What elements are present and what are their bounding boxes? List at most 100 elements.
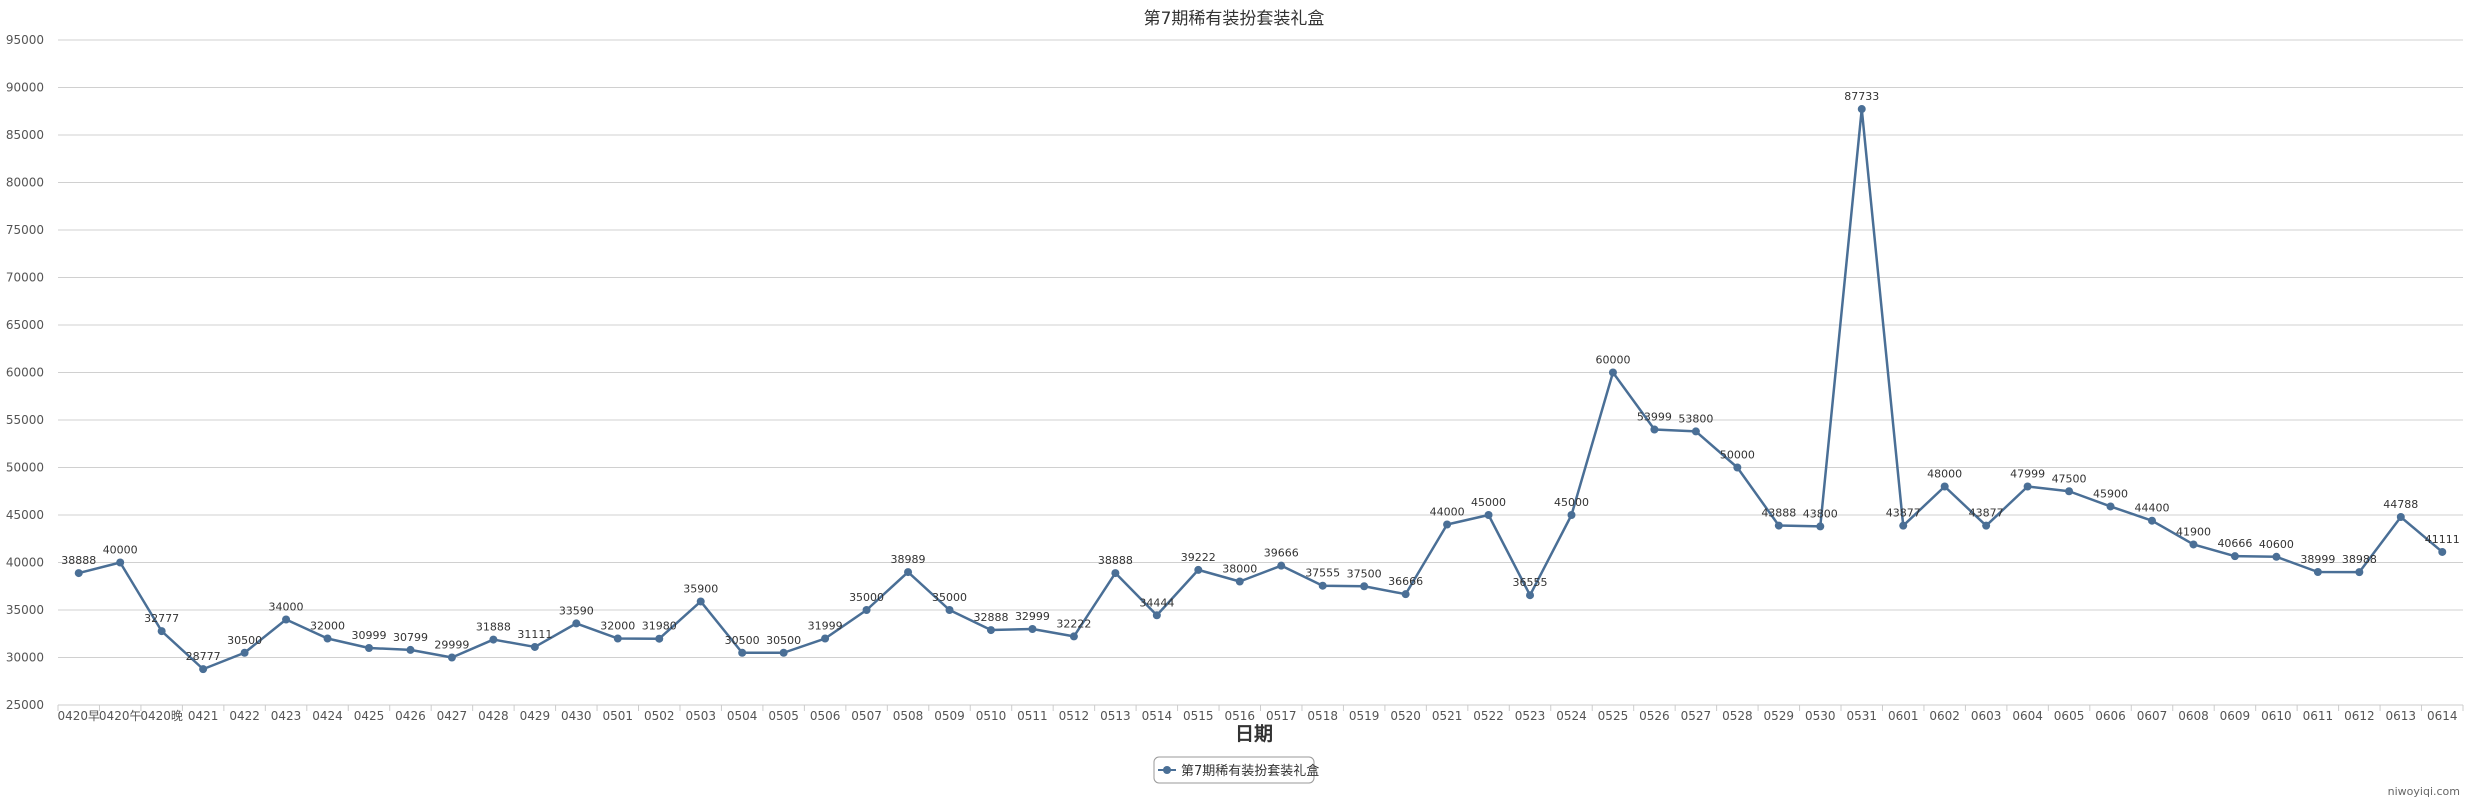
data-point[interactable] [116, 558, 125, 567]
data-point[interactable] [1899, 521, 1908, 530]
data-point[interactable] [1816, 522, 1825, 531]
data-point[interactable] [613, 634, 622, 643]
data-label: 28777 [186, 650, 221, 663]
data-label: 32777 [144, 612, 179, 625]
data-label: 31888 [476, 621, 511, 634]
data-label: 32222 [1056, 617, 1091, 630]
data-point[interactable] [1940, 482, 1949, 491]
data-label: 39666 [1264, 547, 1299, 560]
x-tick-label: 0607 [2137, 709, 2168, 723]
data-point[interactable] [862, 606, 871, 614]
data-label: 40600 [2259, 538, 2294, 551]
data-point[interactable] [2230, 552, 2239, 561]
data-point[interactable] [1691, 427, 1700, 436]
y-tick-label: 25000 [6, 698, 44, 712]
y-tick-label: 85000 [6, 128, 44, 142]
data-point[interactable] [821, 634, 830, 643]
data-point[interactable] [2438, 547, 2447, 556]
x-tick-label: 0519 [1349, 709, 1380, 723]
data-point[interactable] [157, 627, 166, 636]
data-point[interactable] [2272, 552, 2281, 561]
data-point[interactable] [1982, 521, 1991, 530]
data-label: 44788 [2383, 498, 2418, 511]
data-point[interactable] [530, 642, 539, 651]
x-tick-label: 0510 [976, 709, 1007, 723]
data-point[interactable] [447, 653, 456, 662]
x-tick-label: 0507 [851, 709, 882, 723]
x-tick-label: 0523 [1515, 709, 1546, 723]
data-point[interactable] [1608, 368, 1617, 377]
data-point[interactable] [1650, 425, 1659, 434]
data-label: 35000 [849, 591, 884, 604]
legend[interactable]: 第7期稀有装扮套装礼盒 [1153, 756, 1319, 784]
data-point[interactable] [2396, 513, 2405, 522]
data-point[interactable] [1235, 577, 1244, 586]
x-tick-label: 0614 [2427, 709, 2458, 723]
data-label: 31999 [808, 620, 843, 633]
data-point[interactable] [1526, 591, 1535, 600]
data-point[interactable] [945, 606, 954, 614]
data-point[interactable] [2106, 502, 2115, 511]
data-label: 30500 [725, 634, 760, 647]
credit-text[interactable]: niwoyiqi.com [2388, 785, 2460, 798]
data-label: 30799 [393, 631, 428, 644]
data-point[interactable] [738, 648, 747, 657]
data-point[interactable] [1028, 625, 1037, 634]
data-label: 34000 [269, 601, 304, 614]
x-tick-label: 0430 [561, 709, 592, 723]
data-point[interactable] [1111, 569, 1120, 578]
x-tick-label: 0516 [1224, 709, 1255, 723]
data-label: 40000 [103, 544, 138, 557]
data-point[interactable] [323, 634, 332, 643]
data-point[interactable] [1152, 611, 1161, 620]
data-point[interactable] [364, 644, 373, 653]
data-point[interactable] [655, 634, 664, 643]
grid-lines [58, 39, 2463, 706]
data-point[interactable] [2189, 540, 2198, 549]
data-point[interactable] [2148, 516, 2157, 525]
data-point[interactable] [2355, 568, 2364, 577]
data-point[interactable] [1277, 561, 1286, 570]
y-axis: 25000 30000 35000 40000 45000 50000 55000 60000… [6, 33, 44, 712]
data-point[interactable] [1401, 590, 1410, 599]
y-tick-label: 50000 [6, 461, 44, 475]
data-point[interactable] [199, 665, 208, 674]
data-point[interactable] [2023, 482, 2032, 491]
data-point[interactable] [2065, 487, 2074, 496]
data-point[interactable] [1360, 582, 1369, 591]
data-point[interactable] [74, 569, 83, 578]
data-point[interactable] [406, 645, 415, 654]
data-point[interactable] [1069, 632, 1078, 641]
y-tick-label: 60000 [6, 366, 44, 380]
data-point[interactable] [2313, 568, 2322, 577]
data-point[interactable] [986, 626, 995, 635]
data-point[interactable] [572, 619, 581, 628]
x-tick-label: 0608 [2178, 709, 2209, 723]
data-point[interactable] [1443, 520, 1452, 529]
legend-marker [1163, 766, 1171, 774]
data-point[interactable] [904, 568, 913, 577]
data-point[interactable] [489, 635, 498, 644]
data-point[interactable] [282, 615, 291, 624]
data-point[interactable] [1194, 565, 1203, 574]
data-point[interactable] [696, 597, 705, 606]
data-label: 38988 [2342, 553, 2377, 566]
data-label: 45900 [2093, 487, 2128, 500]
y-tick-label: 40000 [6, 556, 44, 570]
data-label: 43877 [1969, 507, 2004, 520]
data-point[interactable] [240, 648, 249, 657]
data-point[interactable] [1318, 581, 1327, 590]
x-tick-label: 0601 [1888, 709, 1919, 723]
x-tick-label: 0502 [644, 709, 675, 723]
x-tick-label: 0515 [1183, 709, 1214, 723]
data-point[interactable] [1857, 105, 1866, 114]
data-point[interactable] [1567, 511, 1576, 519]
data-label: 32999 [1015, 610, 1050, 623]
data-point[interactable] [779, 648, 788, 657]
data-label: 38989 [891, 553, 926, 566]
data-point[interactable] [1733, 463, 1742, 472]
data-point[interactable] [1774, 521, 1783, 530]
y-tick-label: 75000 [6, 223, 44, 237]
data-point[interactable] [1484, 511, 1493, 519]
